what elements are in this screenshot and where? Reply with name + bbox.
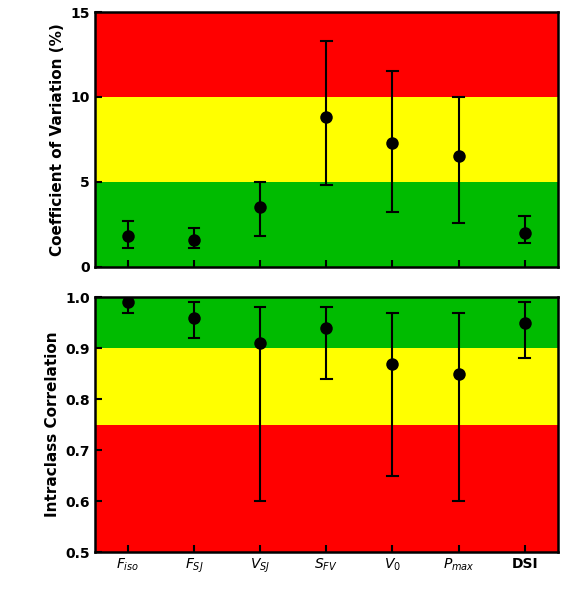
Bar: [95, 425, 558, 552]
Bar: [95, 182, 558, 267]
Bar: [95, 348, 558, 425]
Bar: [95, 12, 558, 97]
Y-axis label: Coefficient of Variation (%): Coefficient of Variation (%): [50, 23, 65, 256]
Bar: [95, 97, 558, 182]
Bar: [95, 297, 558, 348]
Y-axis label: Intraclass Correlation: Intraclass Correlation: [45, 332, 60, 517]
